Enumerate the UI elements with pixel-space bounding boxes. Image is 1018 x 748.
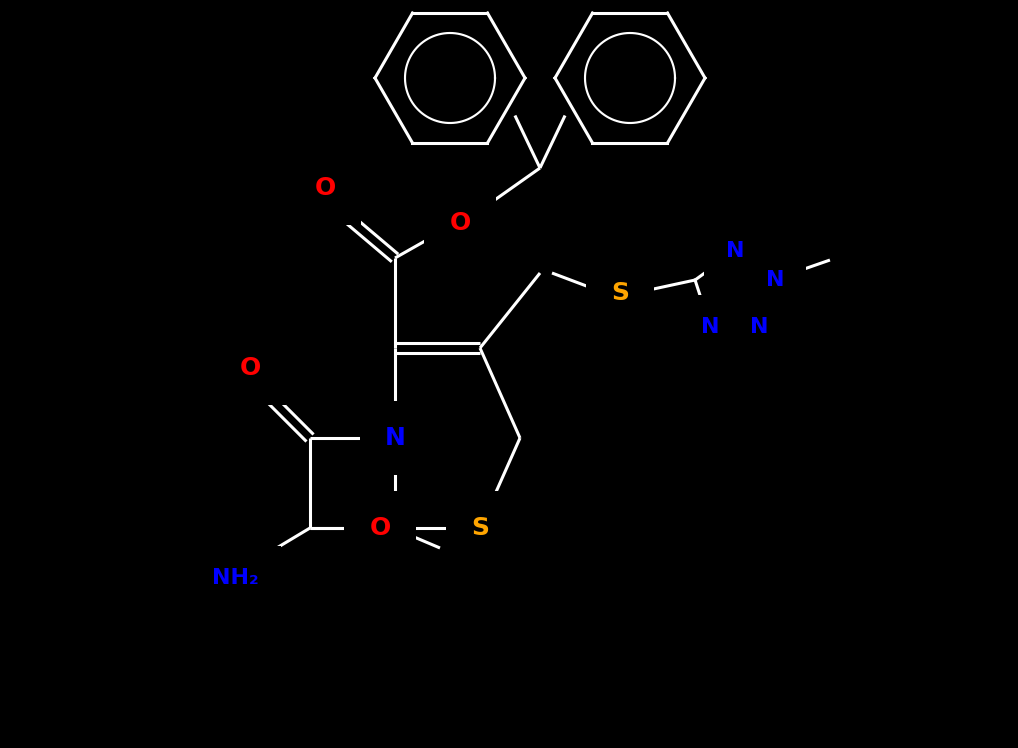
Text: O: O <box>315 176 336 200</box>
Text: N: N <box>766 270 784 290</box>
Text: NH₂: NH₂ <box>212 568 259 588</box>
Text: S: S <box>611 281 629 305</box>
Text: N: N <box>750 317 769 337</box>
Text: N: N <box>385 426 405 450</box>
Text: O: O <box>370 516 391 540</box>
Text: N: N <box>701 317 720 337</box>
Text: S: S <box>471 516 489 540</box>
Text: O: O <box>449 211 470 235</box>
Text: N: N <box>726 241 744 261</box>
Text: O: O <box>239 356 261 380</box>
